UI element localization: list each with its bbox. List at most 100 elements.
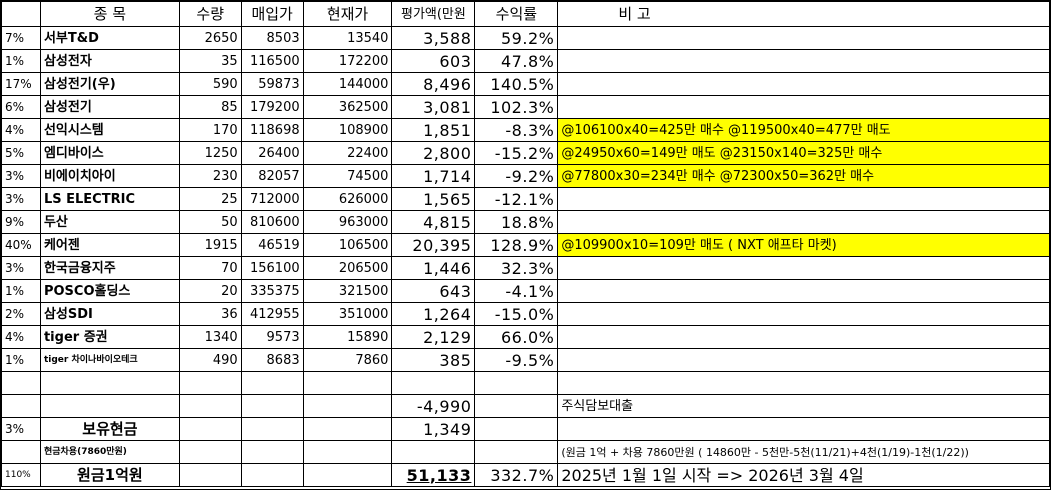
qty-cell: 35 [178, 49, 242, 73]
current-price-cell: 206500 [302, 256, 393, 280]
empty-cell [1, 440, 41, 464]
blank-row [1, 371, 1050, 395]
table-row: 3% 비에이치아이 230 82057 74500 1,714 -9.2% @77800x30… [1, 164, 1050, 188]
header-name: 종 목 [39, 1, 180, 27]
table-row: 4% tiger 증권 1340 9573 15890 2,129 66.0% [1, 325, 1050, 349]
qty-cell: 590 [178, 72, 242, 96]
weight-cell: 17% [1, 72, 41, 96]
return-cell: 47.8% [474, 49, 559, 73]
eval-cell: 3,588 [391, 26, 476, 50]
table-row: 3% 한국금융지주 70 156100 206500 1,446 32.3% [1, 256, 1050, 280]
table-row: 9% 두산 50 810600 963000 4,815 18.8% [1, 210, 1050, 234]
qty-cell: 2650 [178, 26, 242, 50]
return-cell: 140.5% [474, 72, 559, 96]
note-cell [557, 279, 1050, 303]
return-cell: -9.2% [474, 164, 559, 188]
note-cell [557, 325, 1050, 349]
total-eval-cell: 51,133 [391, 463, 476, 487]
empty-cell [178, 417, 242, 441]
table-row: 17% 삼성전기(우) 590 59873 144000 8,496 140.5% [1, 72, 1050, 96]
table-row: 1% POSCO홀딩스 20 335375 321500 643 -4.1% [1, 279, 1050, 303]
borrow-name-cell: 현금차용(7860만원) [39, 440, 180, 464]
current-price-cell: 321500 [302, 279, 393, 303]
qty-cell: 1915 [178, 233, 242, 257]
return-cell: 18.8% [474, 210, 559, 234]
borrow-note-cell: (원금 1억 + 차용 7860만원 ( 14860만 - 5천만-5천(11/… [557, 440, 1050, 464]
current-price-cell: 13540 [302, 26, 393, 50]
empty-cell [474, 417, 559, 441]
eval-cell: 1,264 [391, 302, 476, 326]
empty-cell [391, 440, 476, 464]
buy-price-cell: 179200 [240, 95, 304, 119]
empty-cell [474, 394, 559, 418]
note-cell: @77800x30=234만 매수 @72300x50=362만 매수 [557, 164, 1050, 188]
current-price-cell: 22400 [302, 141, 393, 165]
header-pct-cell [1, 1, 41, 27]
note-cell [557, 348, 1050, 372]
buy-price-cell: 26400 [240, 141, 304, 165]
table-row: 5% 엠디바이스 1250 26400 22400 2,800 -15.2% @24950x6… [1, 141, 1050, 165]
total-return-cell: 332.7% [474, 463, 559, 487]
empty-cell [1, 371, 41, 395]
note-cell [557, 302, 1050, 326]
empty-cell [302, 463, 393, 487]
empty-cell [302, 440, 393, 464]
eval-cell: 8,496 [391, 72, 476, 96]
eval-cell: 2,129 [391, 325, 476, 349]
qty-cell: 490 [178, 348, 242, 372]
current-price-cell: 106500 [302, 233, 393, 257]
buy-price-cell: 8503 [240, 26, 304, 50]
stock-name-cell: 선익시스템 [39, 118, 180, 142]
table-row: 2% 삼성SDI 36 412955 351000 1,264 -15.0% [1, 302, 1050, 326]
empty-cell [39, 394, 180, 418]
total-name-cell: 원금1억원 [39, 463, 180, 487]
weight-cell: 3% [1, 164, 41, 188]
header-note: 비 고 [557, 1, 1050, 27]
table-row: 40% 케어젠 1915 46519 106500 20,395 128.9% @109900… [1, 233, 1050, 257]
weight-cell: 7% [1, 26, 41, 50]
note-cell: @106100x40=425만 매수 @119500x40=477만 매도 [557, 118, 1050, 142]
note-cell [557, 49, 1050, 73]
header-row: 종 목 수량 매입가 현재가 평가액(만원 수익률 비 고 [1, 1, 1050, 27]
empty-cell [474, 440, 559, 464]
table-row: 1% tiger 차이나바이오테크 490 8683 7860 385 -9.5% [1, 348, 1050, 372]
weight-cell: 9% [1, 210, 41, 234]
eval-cell: 4,815 [391, 210, 476, 234]
current-price-cell: 963000 [302, 210, 393, 234]
buy-price-cell: 810600 [240, 210, 304, 234]
current-price-cell: 362500 [302, 95, 393, 119]
current-price-cell: 15890 [302, 325, 393, 349]
stock-name-cell: 비에이치아이 [39, 164, 180, 188]
current-price-cell: 144000 [302, 72, 393, 96]
table-row: 4% 선익시스템 170 118698 108900 1,851 -8.3% @106100x… [1, 118, 1050, 142]
stock-name-cell: 케어젠 [39, 233, 180, 257]
stock-name-cell: tiger 차이나바이오테크 [39, 348, 180, 372]
qty-cell: 1250 [178, 141, 242, 165]
qty-cell: 85 [178, 95, 242, 119]
loan-note-cell: 주식담보대출 [557, 394, 1050, 418]
return-cell: -9.5% [474, 348, 559, 372]
qty-cell: 1340 [178, 325, 242, 349]
current-price-cell: 172200 [302, 49, 393, 73]
return-cell: -8.3% [474, 118, 559, 142]
current-price-cell: 7860 [302, 348, 393, 372]
empty-cell [1, 394, 41, 418]
empty-cell [178, 371, 242, 395]
weight-cell: 3% [1, 187, 41, 211]
stock-name-cell: 삼성전기 [39, 95, 180, 119]
empty-cell [391, 371, 476, 395]
stock-name-cell: 엠디바이스 [39, 141, 180, 165]
buy-price-cell: 712000 [240, 187, 304, 211]
empty-cell [302, 371, 393, 395]
stock-name-cell: POSCO홀딩스 [39, 279, 180, 303]
eval-cell: 1,851 [391, 118, 476, 142]
empty-cell [302, 394, 393, 418]
weight-cell: 40% [1, 233, 41, 257]
return-cell: 102.3% [474, 95, 559, 119]
empty-cell [240, 463, 304, 487]
empty-cell [302, 417, 393, 441]
empty-cell [240, 371, 304, 395]
qty-cell: 230 [178, 164, 242, 188]
